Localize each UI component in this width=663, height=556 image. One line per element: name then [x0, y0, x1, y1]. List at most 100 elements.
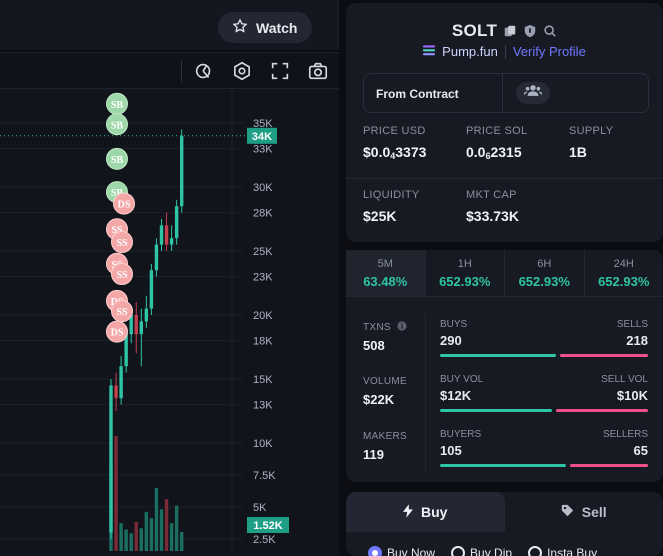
liquidity-label: LIQUIDITY — [363, 189, 420, 201]
fullscreen-icon[interactable] — [269, 60, 291, 82]
txns-label: TXNS — [363, 322, 391, 333]
volume-bar — [124, 529, 128, 551]
trade-marker — [113, 192, 135, 215]
y-tick-label: 18K — [253, 336, 273, 348]
radio-selected[interactable] — [368, 546, 382, 556]
candle-body — [134, 315, 138, 335]
buy-dip-option[interactable]: Buy Dip — [451, 546, 512, 556]
settings-icon[interactable] — [231, 60, 253, 82]
tf-change: 652.93% — [598, 273, 650, 289]
chart-toolbar — [0, 53, 339, 89]
price-sol-stat: PRICE SOL 0.062315 — [466, 125, 527, 161]
activity-card: 5M 63.48% 1H 652.93% 6H 652.93% 24H 652.… — [346, 250, 663, 482]
trade-marker-label: DS — [118, 200, 131, 211]
volume-bar — [159, 509, 164, 551]
y-tick-label: 33K — [253, 144, 273, 156]
shield-icon[interactable] — [523, 24, 537, 38]
tf-label: 1H — [457, 257, 472, 270]
holders-button[interactable] — [516, 82, 550, 104]
sellvol-bar — [556, 409, 648, 412]
contract-label[interactable]: From Contract — [376, 87, 459, 101]
buys-sells-block: BUYS SELLS 290 218 — [440, 319, 648, 363]
y-tick-label: 30K — [253, 182, 273, 194]
buy-now-option[interactable]: Buy Now — [368, 546, 435, 556]
trade-tabs: Buy Sell — [346, 492, 663, 532]
chart-background — [0, 90, 339, 556]
tf-change: 63.48% — [363, 273, 408, 289]
info-icon[interactable] — [394, 321, 407, 333]
candle-body — [129, 315, 133, 335]
y-tick-label: 35K — [253, 118, 273, 130]
token-source: Pump.fun Verify Profile — [346, 44, 663, 59]
y-tick-label: 5K — [253, 502, 267, 514]
trade-marker-label: SB — [111, 188, 124, 199]
trade-marker-label: SS — [116, 307, 128, 318]
candle-body — [180, 135, 184, 207]
trade-marker-label: SS — [116, 238, 128, 249]
buy-tab[interactable]: Buy — [346, 492, 505, 532]
camera-icon[interactable] — [307, 60, 329, 82]
buyvol-label: BUY VOL — [440, 374, 484, 385]
volume-bar — [169, 523, 174, 551]
search-icon[interactable] — [543, 24, 557, 38]
price-usd-label: PRICE USD — [363, 125, 426, 137]
timeframe-tabs: 5M 63.48% 1H 652.93% 6H 652.93% 24H 652.… — [346, 250, 663, 297]
supply-value: 1B — [569, 144, 587, 160]
makers-value: 119 — [363, 447, 384, 462]
txns-stat: TXNS 508 — [363, 321, 407, 353]
trade-marker — [106, 113, 128, 136]
contract-divider — [502, 74, 503, 112]
trade-marker-label: SB — [111, 155, 124, 166]
sellers-bar — [570, 464, 648, 467]
candle-body — [149, 270, 154, 309]
volume-bar — [164, 499, 169, 551]
people-icon — [523, 84, 543, 102]
volume-stat: VOLUME $22K — [363, 376, 407, 407]
tab-24h[interactable]: 24H 652.93% — [585, 250, 663, 296]
candle-body — [139, 321, 143, 335]
radio[interactable] — [451, 546, 466, 556]
volume-bar — [114, 436, 118, 551]
volume-bar — [154, 487, 159, 551]
price-usd-value: $0.043373 — [363, 144, 427, 161]
buys-value: 290 — [440, 333, 462, 348]
tab-6h[interactable]: 6H 652.93% — [505, 250, 585, 296]
tab-5m[interactable]: 5M 63.48% — [346, 250, 426, 296]
candle-body — [124, 334, 128, 367]
token-header: SOLT — [346, 21, 663, 41]
price-chart[interactable]: 35K 33K 30K 28K 25K 23K 20K 18K 15K 13K 10K 7.5K 5K 2… — [0, 90, 339, 556]
mktcap-stat: MKT CAP $33.73K — [466, 189, 519, 224]
tab-1h[interactable]: 1H 652.93% — [426, 250, 505, 296]
chart-canvas[interactable]: 35K 33K 30K 28K 25K 23K 20K 18K 15K 13K 10K 7.5K 5K 2… — [0, 90, 339, 556]
verify-profile-link[interactable]: Verify Profile — [512, 44, 586, 59]
copy-icon[interactable] — [503, 24, 517, 38]
volume-badge — [247, 517, 289, 533]
candle-body — [109, 385, 113, 533]
buy-tab-label: Buy — [421, 504, 448, 520]
trade-marker — [106, 320, 128, 343]
price-usd-stat: PRICE USD $0.043373 — [363, 125, 426, 161]
indicator-icon[interactable] — [193, 60, 215, 82]
candle-body — [174, 206, 179, 239]
price-badge — [247, 127, 277, 144]
tag-icon — [561, 504, 574, 520]
volume-bar — [149, 518, 154, 551]
sellvol-value: $10K — [616, 388, 648, 403]
tf-change: 652.93% — [518, 273, 570, 289]
buy-now-label: Buy Now — [387, 546, 436, 556]
trade-marker-label: SB — [111, 120, 124, 131]
bolt-icon — [403, 503, 414, 521]
insta-buy-option[interactable]: Insta Buy — [528, 546, 597, 556]
makers-label: MAKERS — [363, 431, 408, 442]
buyvol-bar — [440, 409, 552, 412]
tf-label: 6H — [537, 257, 552, 270]
volume-badge-label: 1.52K — [253, 520, 282, 532]
toggle[interactable] — [528, 546, 543, 556]
toolbar-divider — [181, 60, 182, 82]
volume-label: VOLUME — [363, 376, 408, 387]
watch-button[interactable]: Watch — [218, 12, 312, 43]
volume-bar — [139, 528, 143, 551]
sellers-label: SELLERS — [602, 429, 648, 440]
sell-tab[interactable]: Sell — [505, 492, 663, 532]
